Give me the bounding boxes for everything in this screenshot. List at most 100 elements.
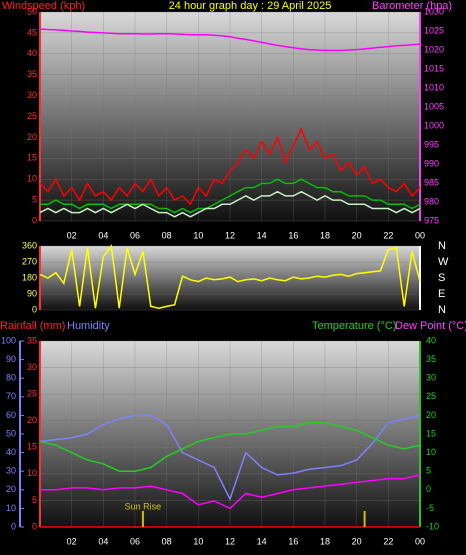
y2-tick-label: 990 <box>424 158 439 168</box>
y3-tick-label: 70 <box>6 391 16 401</box>
wind-axis-title: Windspeed (kph) <box>2 0 85 12</box>
y-tick-label: 15 <box>27 153 37 163</box>
y2-tick-label: -5 <box>426 503 434 513</box>
y-tick-label: 0 <box>32 304 37 314</box>
y2-tick-label: 985 <box>424 177 439 187</box>
x-tick-label: 12 <box>225 536 235 546</box>
x-tick-label: 04 <box>98 536 108 546</box>
y-tick-label: 30 <box>27 90 37 100</box>
chart-title: 24 hour graph day : 29 April 2025 <box>169 0 332 12</box>
x-tick-label: 20 <box>352 230 362 240</box>
series-line <box>39 414 421 502</box>
series-line <box>40 178 421 214</box>
x-tick-label: 10 <box>193 230 203 240</box>
y2-tick-label: 1030 <box>424 6 444 16</box>
x-tick-label: 20 <box>352 536 362 546</box>
y-tick-label: 35 <box>27 69 37 79</box>
y-tick-label: 40 <box>27 48 37 58</box>
rain-axis-title: Rainfall (mm) <box>0 320 65 332</box>
y-tick-label: 45 <box>27 27 37 37</box>
annotation: Sun Rise <box>125 501 162 511</box>
y-tick-label: 270 <box>22 256 37 266</box>
y2-tick-label: N <box>438 304 446 316</box>
y3-tick-label: 100 <box>1 335 16 345</box>
temperature-axis-title: Temperature (°C) <box>312 320 396 332</box>
y-tick-label: 90 <box>27 288 37 298</box>
y2-tick-label: 35 <box>426 354 436 364</box>
y-tick-label: 15 <box>27 442 37 452</box>
y2-tick-label: 1010 <box>424 82 444 92</box>
y3-tick-label: 0 <box>11 521 16 531</box>
x-tick-label: 00 <box>415 536 425 546</box>
y-tick-label: 30 <box>27 362 37 372</box>
y2-tick-label: 20 <box>426 410 436 420</box>
y-tick-label: 50 <box>27 6 37 16</box>
x-tick-label: 02 <box>67 230 77 240</box>
y-tick-label: 0 <box>32 215 37 225</box>
y-tick-label: 25 <box>27 111 37 121</box>
x-tick-label: 22 <box>383 230 393 240</box>
x-tick-label: 02 <box>67 536 77 546</box>
x-tick-label: 08 <box>162 536 172 546</box>
barometer-axis-title: Barometer (hpa) <box>372 0 452 12</box>
y2-tick-label: 40 <box>426 335 436 345</box>
humidity-axis-title: Humidity <box>67 320 110 332</box>
x-tick-label: 08 <box>162 230 172 240</box>
x-tick-label: 04 <box>98 230 108 240</box>
y2-tick-label: 1015 <box>424 63 444 73</box>
y2-tick-label: 995 <box>424 139 439 149</box>
dewpoint-axis-title: Dew Point (°C) <box>395 320 466 332</box>
x-tick-label: 16 <box>288 230 298 240</box>
y2-tick-label: 5 <box>426 466 431 476</box>
x-tick-label: 06 <box>130 230 140 240</box>
y3-tick-label: 90 <box>6 354 16 364</box>
y3-tick-label: 10 <box>6 503 16 513</box>
y2-tick-label: 10 <box>426 447 436 457</box>
series-line <box>40 474 421 510</box>
y-tick-label: 25 <box>27 389 37 399</box>
y-tick-label: 0 <box>32 521 37 531</box>
y2-tick-label: 25 <box>426 391 436 401</box>
x-tick-label: 10 <box>193 536 203 546</box>
series-line <box>39 190 421 218</box>
x-tick-label: 16 <box>288 536 298 546</box>
y2-tick-label: 1020 <box>424 44 444 54</box>
y-tick-label: 360 <box>22 240 37 250</box>
series-line <box>39 127 421 206</box>
y2-tick-label: 1025 <box>424 25 444 35</box>
y-tick-label: 5 <box>32 495 37 505</box>
x-tick-label: 00 <box>415 230 425 240</box>
x-tick-label: 06 <box>130 536 140 546</box>
x-tick-label: 22 <box>383 536 393 546</box>
y2-tick-label: -10 <box>426 521 439 531</box>
y-tick-label: 10 <box>27 468 37 478</box>
y3-tick-label: 20 <box>6 484 16 494</box>
y2-tick-label: 0 <box>426 484 431 494</box>
y2-tick-label: 30 <box>426 373 436 383</box>
series-line <box>39 28 421 52</box>
y2-tick-label: W <box>438 256 449 268</box>
y2-tick-label: 980 <box>424 196 439 206</box>
y-tick-label: 5 <box>32 194 37 204</box>
y-tick-label: 35 <box>27 335 37 345</box>
y2-tick-label: E <box>438 288 445 300</box>
y2-tick-label: N <box>438 240 446 252</box>
x-tick-label: 18 <box>320 230 330 240</box>
y2-tick-label: S <box>438 272 445 284</box>
y2-tick-label: 15 <box>426 428 436 438</box>
x-tick-label: 12 <box>225 230 235 240</box>
x-tick-label: 18 <box>320 536 330 546</box>
x-tick-label: 14 <box>257 536 267 546</box>
y2-tick-label: 1000 <box>424 120 444 130</box>
y-tick-label: 10 <box>27 174 37 184</box>
y3-tick-label: 30 <box>6 466 16 476</box>
series-line <box>39 244 421 309</box>
y2-tick-label: 1005 <box>424 101 444 111</box>
y-tick-label: 20 <box>27 415 37 425</box>
x-tick-label: 14 <box>257 230 267 240</box>
y3-tick-label: 40 <box>6 447 16 457</box>
y2-tick-label: 975 <box>424 215 439 225</box>
y3-tick-label: 60 <box>6 410 16 420</box>
series-line <box>39 422 421 472</box>
